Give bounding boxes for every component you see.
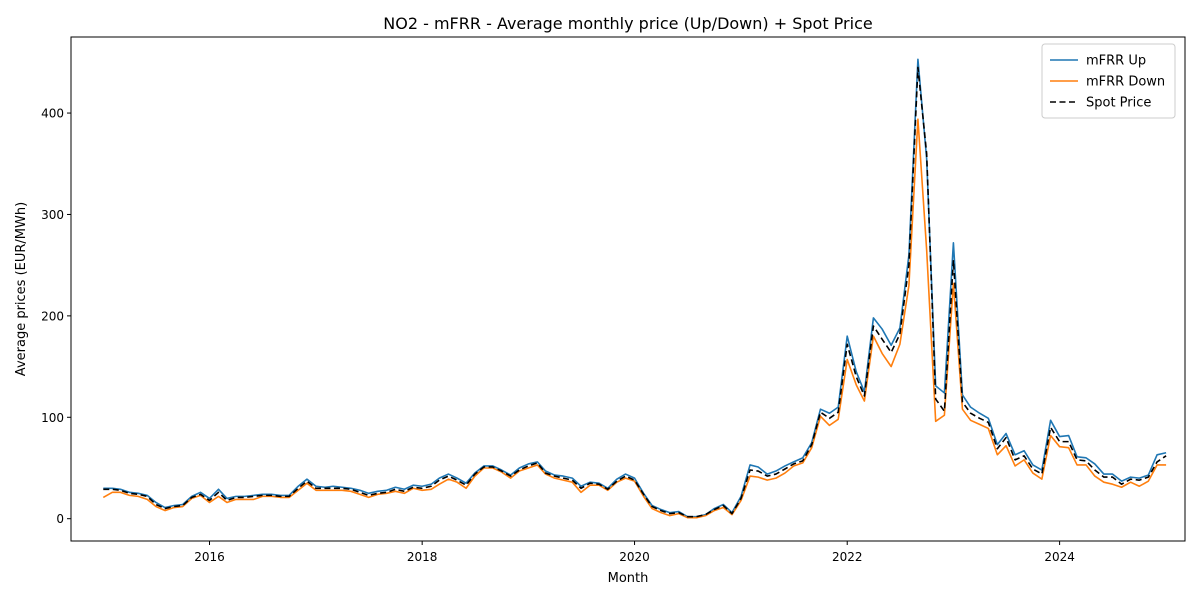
x-tick-label: 2020 [619, 550, 650, 564]
legend-box [1041, 43, 1176, 119]
legend: mFRR Up mFRR Down Spot Price [1041, 43, 1176, 119]
x-axis-label: Month [608, 571, 649, 586]
series-line-mfrr-down [102, 118, 1167, 519]
plot-area [70, 36, 1186, 542]
series-line-spot-price [103, 66, 1167, 518]
plot-frame [70, 36, 1186, 542]
series-line-mfrr-up [103, 58, 1167, 518]
y-axis-label: Average prices (EUR/MWh) [14, 202, 29, 376]
x-axis: 2016 2018 2020 2022 2024 [194, 541, 1075, 564]
legend-label: Spot Price [1086, 96, 1151, 111]
y-tick-label: 0 [56, 512, 64, 526]
x-tick-label: 2024 [1044, 550, 1075, 564]
series-layer [102, 58, 1167, 519]
y-axis: 0 100 200 300 400 [41, 107, 71, 526]
legend-label: mFRR Up [1086, 54, 1146, 69]
x-tick-label: 2018 [407, 550, 438, 564]
y-tick-label: 100 [41, 411, 64, 425]
x-tick-label: 2016 [194, 550, 225, 564]
chart-title: NO2 - mFRR - Average monthly price (Up/D… [383, 14, 872, 33]
x-tick-label: 2022 [832, 550, 863, 564]
y-tick-label: 400 [41, 107, 64, 121]
y-tick-label: 200 [41, 309, 64, 323]
legend-label: mFRR Down [1086, 75, 1165, 90]
y-tick-label: 300 [41, 208, 64, 222]
